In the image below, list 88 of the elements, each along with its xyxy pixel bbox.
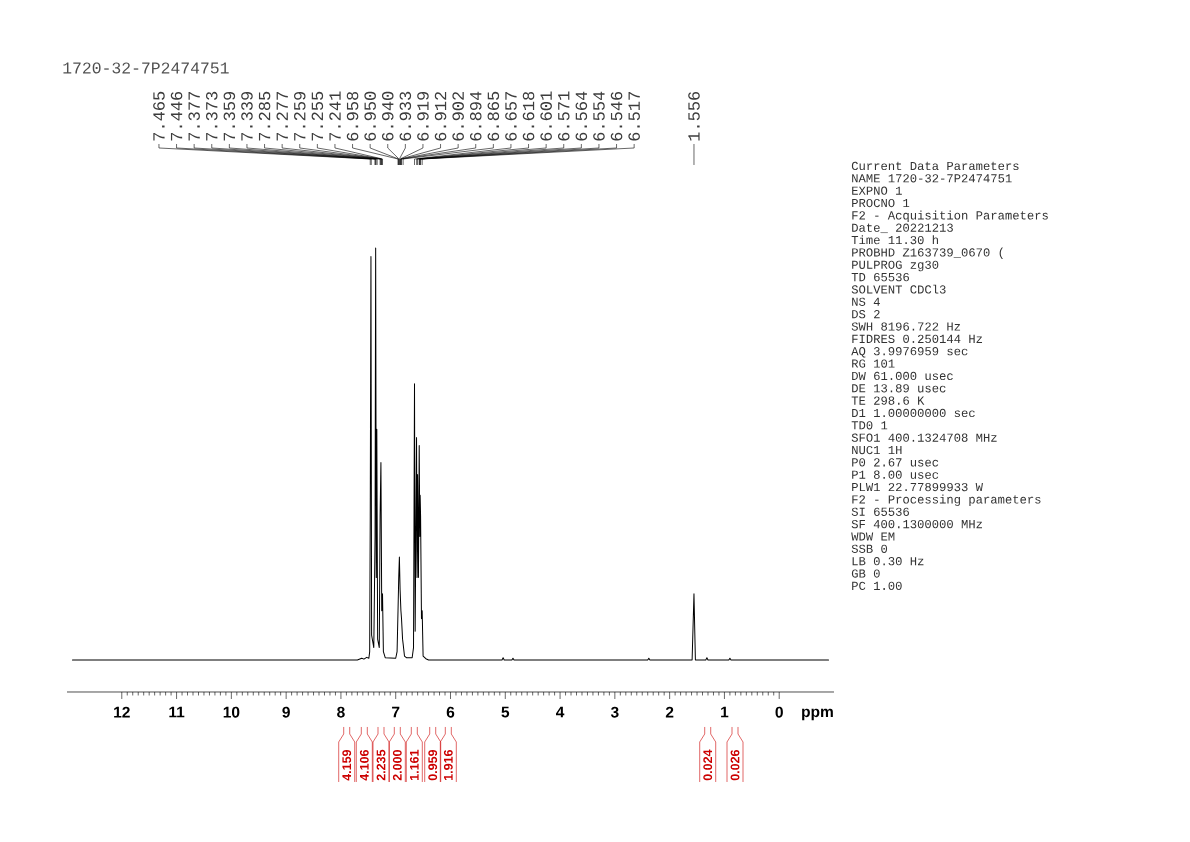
x-tick-label: 9 (282, 706, 290, 718)
annotation: 6.894 (469, 91, 482, 141)
annotation: 7.446 (170, 91, 183, 141)
text: 4.106 (359, 749, 369, 781)
text: SOLVENT CDCl3 (851, 284, 946, 294)
x-tick-label: 0 (775, 706, 783, 718)
text: SF 400.1300000 MHz (851, 519, 983, 529)
text: F2 - Processing parameters (852, 494, 1041, 506)
text: PROCNO 1 (852, 198, 910, 208)
text: FIDRES 0.250144 Hz (852, 334, 983, 344)
text: 0.026 (730, 749, 740, 781)
annotation: 6.940 (381, 91, 394, 141)
text: GB 0 (851, 569, 880, 578)
text: PULPROG zg30 (852, 260, 939, 272)
annotation: 6.554 (593, 91, 605, 141)
text: 2.000 (392, 750, 402, 781)
annotation: 6.618 (522, 91, 535, 141)
x-tick-label: 6 (446, 706, 455, 718)
annotation: 7.259 (293, 91, 306, 141)
text: TD 65536 (851, 272, 909, 282)
x-tick-label: 10 (223, 706, 240, 718)
text: Date_ 20221213 (852, 223, 953, 234)
text: DS 2 (852, 310, 880, 319)
text: P1 8.00 usec (852, 470, 939, 479)
text: 1.161 (409, 749, 419, 780)
text: 0.024 (703, 749, 713, 781)
x-tick-label: 12 (114, 706, 130, 718)
annotation: 6.657 (505, 92, 517, 141)
text: RG 101 (852, 359, 895, 368)
x-tick-label: 8 (337, 706, 345, 718)
chart-title: 1720-32-7P2474751 (63, 62, 229, 74)
annotation: 6.950 (364, 91, 376, 141)
x-axis-title: ppm (802, 708, 833, 721)
text: NUC1 1H (852, 445, 902, 455)
text: DE 13.89 usec (852, 384, 946, 393)
text: 2.235 (376, 749, 386, 781)
annotation: 7.377 (188, 92, 200, 141)
text: SWH 8196.722 Hz (851, 322, 961, 331)
text: PLW1 22.77899933 W (852, 482, 983, 492)
text: NS 4 (852, 297, 880, 306)
annotation: 7.285 (258, 91, 271, 141)
text: 4.159 (342, 749, 352, 781)
annotation: 6.958 (346, 91, 359, 141)
annotation: 6.564 (575, 91, 588, 141)
text: AQ 3.9976959 sec (851, 347, 968, 358)
text: Current Data Parameters (851, 161, 1019, 171)
annotation: 7.373 (205, 91, 218, 141)
annotation: 7.465 (153, 91, 165, 141)
text: NAME 1720-32-7P2474751 (852, 174, 1012, 183)
text: LB 0.30 Hz (852, 557, 924, 566)
annotation: 6.546 (610, 91, 623, 141)
text: TE 298.6 K (851, 396, 925, 405)
annotation: 6.919 (417, 91, 429, 141)
annotation: 6.912 (434, 91, 447, 141)
text: D1 1.00000000 sec (852, 408, 975, 418)
text: PROBHD Z163739_0670 ( (852, 247, 1003, 259)
annotation: 7.339 (241, 91, 253, 141)
text: 1.916 (443, 749, 453, 780)
text: Time 11.30 h (851, 235, 938, 245)
text: PC 1.00 (852, 581, 902, 591)
annotation: 1.556 (688, 91, 700, 141)
x-tick-label: 3 (610, 706, 619, 718)
annotation: 6.601 (540, 91, 552, 141)
x-tick-label: 5 (501, 706, 510, 718)
text: F2 - Acquisition Parameters (852, 210, 1048, 222)
annotation: 6.517 (628, 92, 640, 141)
text: DW 61.000 usec (852, 371, 953, 381)
annotation: 7.241 (329, 91, 341, 141)
text: SI 65536 (851, 507, 909, 516)
text: SFO1 400.1324708 MHz (851, 433, 997, 442)
text: SSB 0 (851, 544, 888, 553)
annotation: 7.359 (223, 91, 236, 141)
annotation: 6.865 (487, 91, 500, 141)
annotation: 7.255 (311, 91, 324, 141)
text: EXPNO 1 (852, 186, 902, 195)
annotation: 7.277 (276, 92, 288, 141)
x-tick-label: 4 (556, 706, 565, 718)
annotation: 6.571 (557, 91, 570, 141)
text: 0.959 (428, 749, 438, 781)
x-tick-label: 11 (169, 706, 185, 718)
x-tick-label: 7 (392, 706, 400, 718)
x-tick-label: 2 (665, 706, 674, 718)
text: WDW EM (851, 532, 895, 541)
x-tick-label: 1 (721, 706, 729, 718)
text: P0 2.67 usec (852, 458, 939, 467)
text: TD0 1 (851, 421, 888, 430)
annotation: 6.902 (452, 91, 464, 141)
annotation: 6.933 (399, 91, 412, 141)
